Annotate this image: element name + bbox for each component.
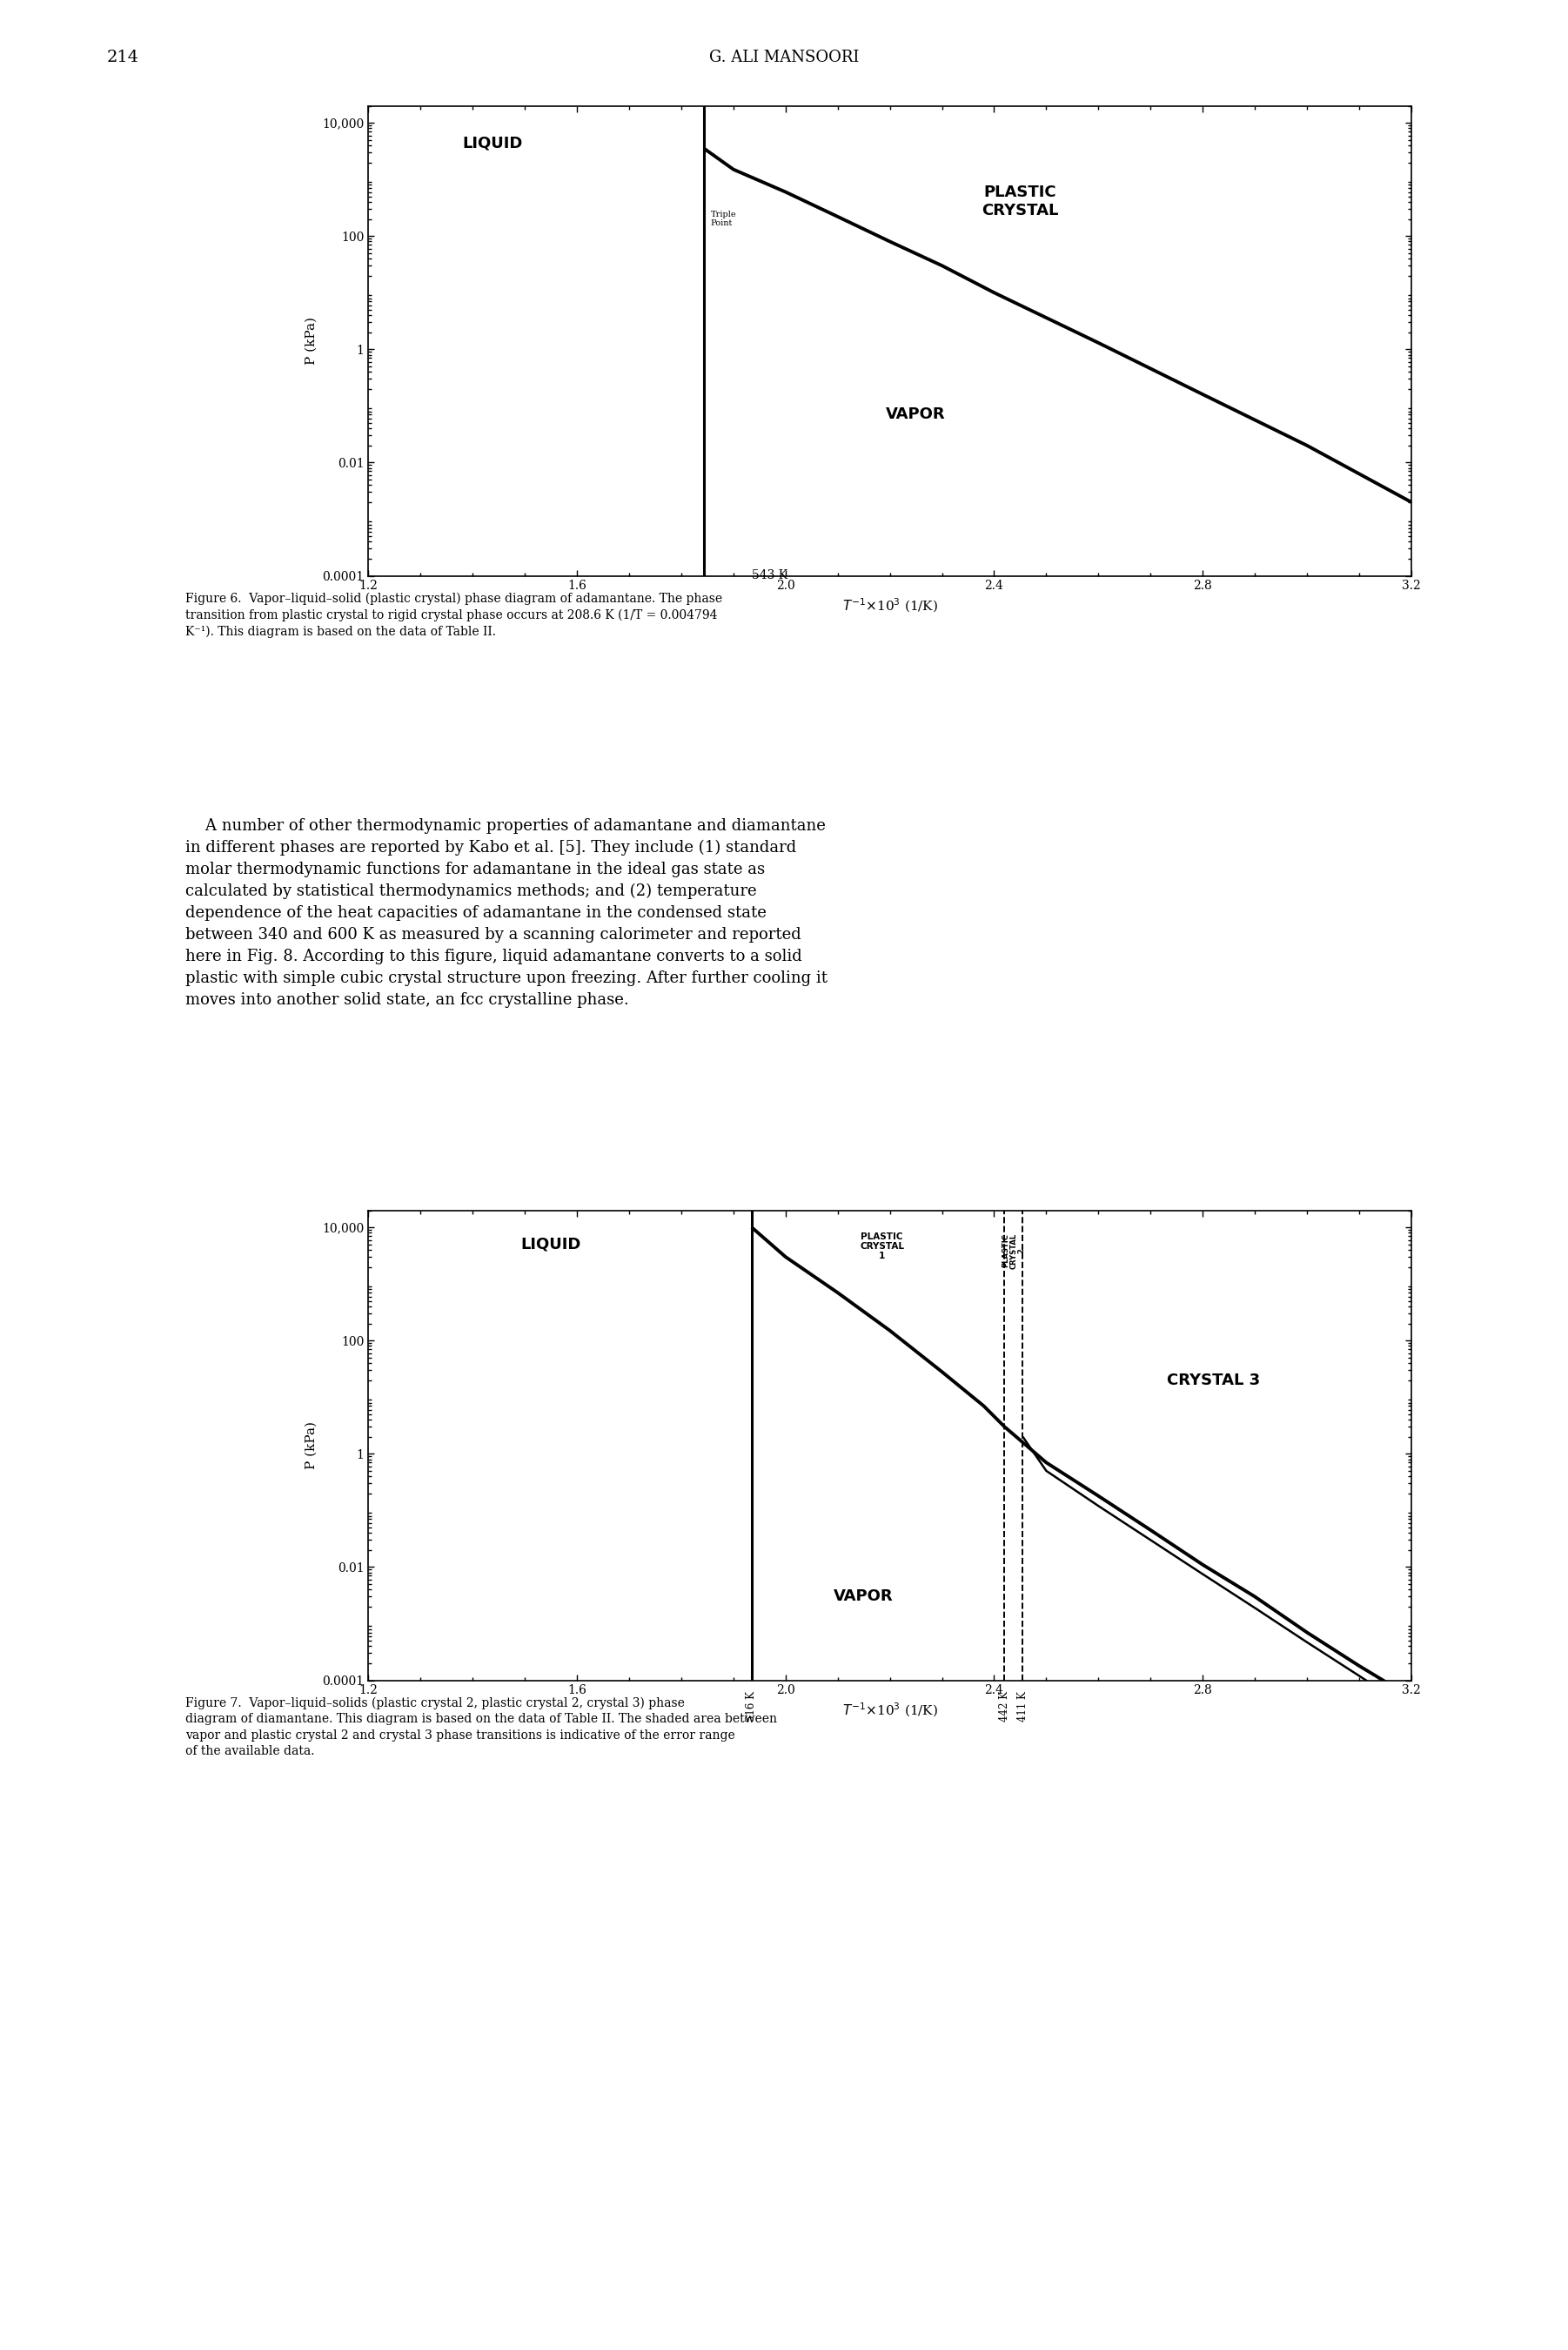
Text: LIQUID: LIQUID: [521, 1236, 582, 1253]
Text: 442 K: 442 K: [999, 1692, 1010, 1720]
Text: A number of other thermodynamic properties of adamantane and diamantane
in diffe: A number of other thermodynamic properti…: [185, 818, 828, 1008]
Text: VAPOR: VAPOR: [886, 407, 946, 423]
Text: 411 K: 411 K: [1018, 1692, 1029, 1720]
Text: VAPOR: VAPOR: [834, 1589, 894, 1605]
Text: Triple
Point: Triple Point: [710, 212, 737, 228]
Text: PLASTIC
CRYSTAL: PLASTIC CRYSTAL: [982, 186, 1058, 219]
Y-axis label: P (kPa): P (kPa): [306, 1422, 317, 1469]
Text: Figure 6.  Vapor–liquid–solid (plastic crystal) phase diagram of adamantane. The: Figure 6. Vapor–liquid–solid (plastic cr…: [185, 592, 721, 637]
Text: 516 K: 516 K: [746, 1692, 757, 1720]
Text: PLASTIC
CRYSTAL
1: PLASTIC CRYSTAL 1: [859, 1234, 905, 1260]
Y-axis label: P (kPa): P (kPa): [306, 317, 317, 364]
Text: 543 K: 543 K: [753, 569, 787, 580]
Text: LIQUID: LIQUID: [463, 136, 522, 150]
Text: 214: 214: [107, 49, 140, 66]
Text: Figure 7.  Vapor–liquid–solids (plastic crystal 2, plastic crystal 2, crystal 3): Figure 7. Vapor–liquid–solids (plastic c…: [185, 1697, 776, 1758]
X-axis label: $T^{-1}$$\times$10$^3$ (1/K): $T^{-1}$$\times$10$^3$ (1/K): [842, 1701, 938, 1720]
X-axis label: $T^{-1}$$\times$10$^3$ (1/K): $T^{-1}$$\times$10$^3$ (1/K): [842, 597, 938, 616]
Text: CRYSTAL 3: CRYSTAL 3: [1167, 1372, 1259, 1389]
Text: G. ALI MANSOORI: G. ALI MANSOORI: [709, 49, 859, 66]
Text: PLASTIC
CRYSTAL
2: PLASTIC CRYSTAL 2: [1002, 1234, 1025, 1269]
